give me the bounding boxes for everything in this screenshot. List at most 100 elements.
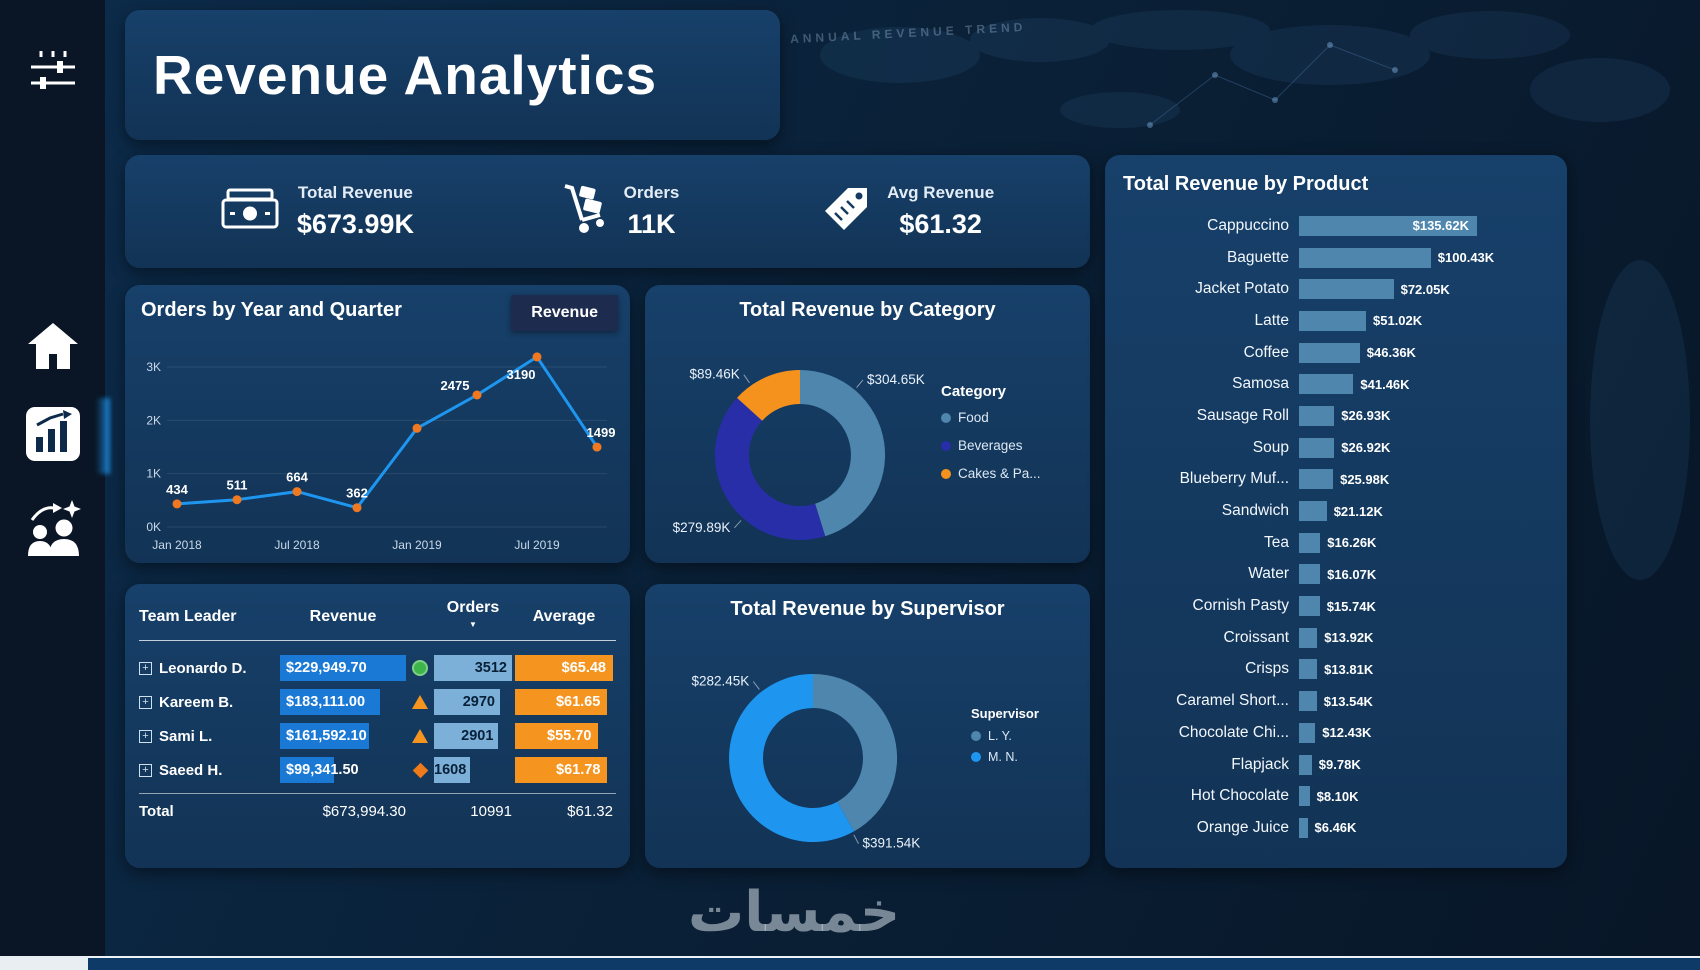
kpi-total-revenue[interactable]: Total Revenue $673.99K	[221, 183, 414, 240]
product-bar-row[interactable]: Caramel Short... $13.54K	[1117, 685, 1555, 717]
average-bar[interactable]: $65.48	[515, 655, 613, 681]
table-total-row: Total $673,994.30 10991 $61.32	[139, 793, 616, 820]
table-row[interactable]: + Sami L. $161,592.10 2901 $55.70	[139, 723, 616, 749]
product-bar[interactable]	[1299, 659, 1318, 680]
product-bar-row[interactable]: Soup $26.92K	[1117, 432, 1555, 464]
data-point[interactable]	[412, 423, 422, 433]
table-row[interactable]: + Kareem B. $183,111.00 2970 $61.65	[139, 689, 616, 715]
line-chart[interactable]: 0K 1K 2K 3K Jan 2018 Jul 2018 Jan 2019 Jul 2019…	[131, 337, 623, 557]
product-bar[interactable]	[1299, 627, 1318, 648]
average-bar[interactable]: $61.65	[515, 689, 608, 715]
product-bar-row[interactable]: Croissant $13.92K	[1117, 622, 1555, 654]
sidebar-item-analytics[interactable]	[0, 404, 105, 468]
revenue-bar[interactable]	[280, 689, 381, 715]
product-bar[interactable]	[1299, 405, 1335, 426]
legend-item-cakes[interactable]: Cakes & Pa...	[941, 466, 1041, 481]
kpi-orders[interactable]: Orders 11K	[558, 183, 679, 240]
orders-bar[interactable]: 1608	[434, 757, 470, 783]
product-bar[interactable]	[1299, 247, 1431, 268]
product-bar-row[interactable]: Coffee $46.36K	[1117, 337, 1555, 369]
orders-bar[interactable]: 2970	[434, 689, 500, 715]
product-bar-row[interactable]: Orange Juice $6.46K	[1117, 812, 1555, 844]
product-bar[interactable]	[1299, 501, 1327, 522]
data-point[interactable]	[472, 390, 482, 400]
orders-bar[interactable]: 2901	[434, 723, 499, 749]
product-bar[interactable]	[1299, 310, 1366, 331]
average-bar[interactable]: $61.78	[515, 757, 608, 783]
data-point[interactable]	[232, 495, 242, 505]
product-bar-row[interactable]: Water $16.07K	[1117, 559, 1555, 591]
product-bar-row[interactable]: Jacket Potato $72.05K	[1117, 273, 1555, 305]
product-bar-row[interactable]: Crisps $13.81K	[1117, 654, 1555, 686]
product-bar-row[interactable]: Baguette $100.43K	[1117, 242, 1555, 274]
product-bar-row[interactable]: Sandwich $21.12K	[1117, 495, 1555, 527]
table-row[interactable]: + Leonardo D. $229,949.70 3512 $65.48	[139, 655, 616, 681]
expand-icon[interactable]: +	[139, 729, 152, 743]
legend-item-ly[interactable]: L. Y.	[971, 729, 1039, 743]
data-point[interactable]	[532, 352, 542, 362]
donut-slice[interactable]	[714, 397, 826, 541]
expand-icon[interactable]: +	[139, 763, 152, 777]
product-bar[interactable]	[1299, 817, 1308, 838]
legend-item-food[interactable]: Food	[941, 410, 1041, 425]
product-bar-row[interactable]: Blueberry Muf... $25.98K	[1117, 464, 1555, 496]
revenue-bar[interactable]	[280, 757, 335, 783]
revenue-bar[interactable]	[280, 655, 406, 681]
product-bar[interactable]	[1299, 596, 1320, 617]
data-point[interactable]	[292, 487, 302, 497]
product-bar-row[interactable]: Samosa $41.46K	[1117, 368, 1555, 400]
product-bar-row[interactable]: Cornish Pasty $15.74K	[1117, 590, 1555, 622]
product-bar[interactable]	[1299, 342, 1360, 363]
data-point[interactable]	[592, 442, 602, 452]
table-row[interactable]: + Saeed H. $99,341.50 1608 $61.78	[139, 757, 616, 783]
product-bar-row[interactable]: Hot Chocolate $8.10K	[1117, 780, 1555, 812]
column-header-team-leader[interactable]: Team Leader	[139, 607, 237, 625]
product-value: $13.81K	[1324, 661, 1374, 677]
product-bar-row[interactable]: Chocolate Chi... $12.43K	[1117, 717, 1555, 749]
kpi-label: Total Revenue	[297, 183, 413, 202]
donut-slice[interactable]	[813, 674, 898, 832]
revenue-line[interactable]	[175, 355, 599, 510]
product-bar[interactable]	[1299, 279, 1394, 300]
kpi-avg-revenue[interactable]: Avg Revenue $61.32	[823, 183, 994, 240]
data-point[interactable]	[172, 499, 182, 509]
donut-slice[interactable]	[729, 674, 854, 842]
product-bar-chart[interactable]: Cappuccino $135.62K Baguette $100.43K Jacket…	[1117, 210, 1555, 844]
product-bar-row[interactable]: Latte $51.02K	[1117, 305, 1555, 337]
product-bar[interactable]	[1299, 437, 1335, 458]
product-bar[interactable]: $135.62K	[1299, 215, 1477, 236]
product-bar[interactable]	[1299, 691, 1317, 712]
sidebar-item-home[interactable]	[0, 318, 105, 378]
product-bar[interactable]	[1299, 532, 1321, 553]
product-bar[interactable]	[1299, 786, 1310, 807]
average-bar[interactable]: $55.70	[515, 723, 599, 749]
category-donut-chart[interactable]: $304.65K $279.89K $89.46K	[645, 315, 1090, 563]
product-bar[interactable]	[1299, 469, 1334, 490]
donut-slice[interactable]	[737, 370, 800, 421]
revenue-toggle-button[interactable]: Revenue	[511, 295, 618, 331]
column-header-orders[interactable]: Orders ▼	[434, 600, 512, 633]
legend-item-mn[interactable]: M. N.	[971, 750, 1039, 764]
donut-label: $89.46K	[690, 367, 740, 382]
product-bar[interactable]	[1299, 754, 1312, 775]
product-bar-row[interactable]: Tea $16.26K	[1117, 527, 1555, 559]
x-tick-label: Jan 2018	[152, 538, 202, 552]
product-bar-row[interactable]: Flapjack $9.78K	[1117, 749, 1555, 781]
column-header-average[interactable]: Average	[532, 607, 596, 625]
revenue-bar[interactable]	[280, 723, 369, 749]
expand-icon[interactable]: +	[139, 695, 152, 709]
product-bar-row[interactable]: Cappuccino $135.62K	[1117, 210, 1555, 242]
legend-item-beverages[interactable]: Beverages	[941, 438, 1041, 453]
orders-bar[interactable]: 3512	[434, 655, 512, 681]
supervisor-donut-chart[interactable]: $282.45K $391.54K	[645, 614, 1090, 868]
product-bar-row[interactable]: Sausage Roll $26.93K	[1117, 400, 1555, 432]
sidebar-item-team[interactable]	[0, 494, 105, 566]
column-header-revenue[interactable]: Revenue	[309, 607, 377, 625]
data-point[interactable]	[352, 503, 362, 513]
product-bar[interactable]	[1299, 722, 1316, 743]
product-bar[interactable]	[1299, 374, 1354, 395]
product-bar[interactable]	[1299, 564, 1321, 585]
sidebar-item-filters[interactable]	[0, 42, 105, 102]
expand-icon[interactable]: +	[139, 661, 152, 675]
donut-slice[interactable]	[800, 369, 886, 537]
